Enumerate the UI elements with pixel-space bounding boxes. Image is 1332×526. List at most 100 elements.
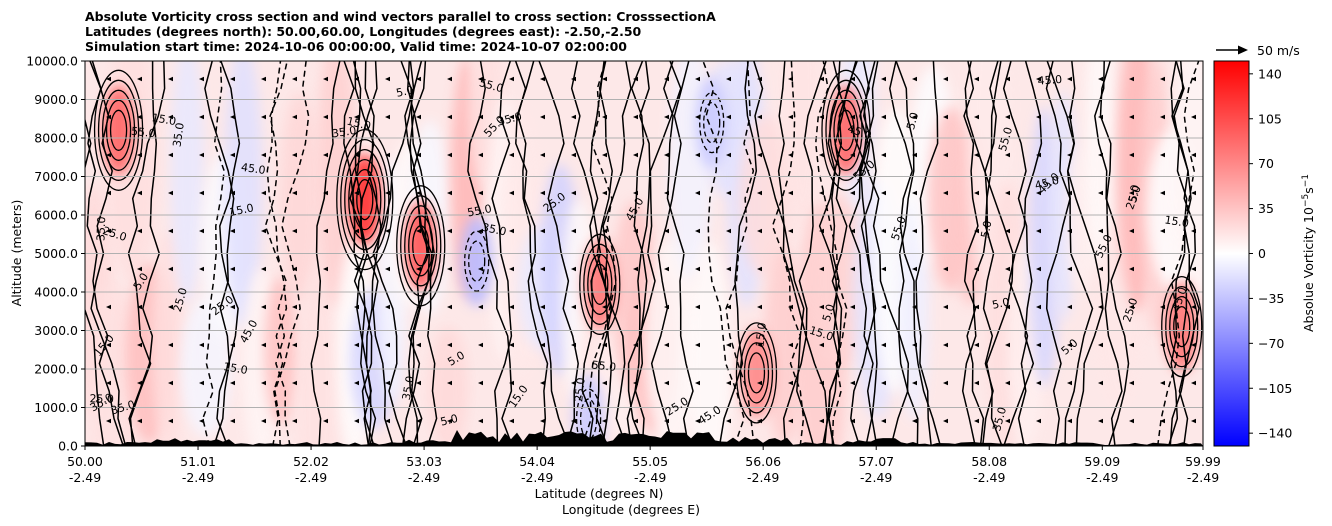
wind-vector [695, 190, 700, 196]
x-axis-label-longitude: Longitude (degrees E) [562, 502, 700, 517]
contour-ring [408, 215, 434, 277]
title-line-1: Absolute Vorticity cross section and win… [85, 9, 716, 24]
x-tick-label-lon: -2.49 [182, 470, 214, 485]
contour-ring [1165, 285, 1199, 368]
contour-label: 35.0 [481, 221, 508, 239]
wind-vector [540, 114, 545, 120]
contour-ring [837, 109, 855, 151]
wind-vector [695, 152, 700, 158]
wind-vector [1160, 152, 1165, 158]
contour-label: 55.0 [996, 126, 1015, 153]
wind-vector [602, 114, 607, 120]
wind-vector [478, 418, 483, 424]
wind-vector [602, 342, 607, 348]
wind-vector [1067, 266, 1072, 272]
wind-vector [1191, 190, 1196, 196]
wind-vector [323, 266, 328, 272]
wind-vector [1098, 228, 1103, 234]
wind-vector [1005, 114, 1010, 120]
wind-vector [292, 76, 297, 82]
wind-vector [602, 418, 607, 424]
terrain-profile [85, 430, 1203, 446]
wind-vector [106, 114, 111, 120]
wind-vector [881, 380, 886, 386]
wind-vector [695, 380, 700, 386]
wind-vector [571, 266, 576, 272]
contour-ring [743, 342, 770, 404]
wind-vector [788, 418, 793, 424]
wind-vector [478, 76, 483, 82]
vorticity-patch [152, 230, 186, 446]
wind-vector [571, 76, 576, 82]
wind-vector [881, 342, 886, 348]
vorticity-patch [1084, 61, 1117, 268]
wind-vector [416, 76, 421, 82]
contour-label: 15.0 [228, 201, 255, 219]
x-tick-label-lon: -2.49 [69, 470, 101, 485]
wind-vector [1067, 114, 1072, 120]
wind-vector [1005, 418, 1010, 424]
wind-vector [416, 266, 421, 272]
contour-ring [97, 79, 140, 181]
wind-vector [1067, 228, 1072, 234]
contour-ring [821, 69, 871, 191]
wind-vector [664, 190, 669, 196]
wind-vector [1129, 380, 1134, 386]
wind-vector [1129, 418, 1134, 424]
wind-vector [323, 152, 328, 158]
x-tick-label-lon: -2.49 [295, 470, 327, 485]
wind-vector [416, 114, 421, 120]
wind-vector [788, 114, 793, 120]
wind-vector [974, 418, 979, 424]
wind-vector [447, 380, 452, 386]
wind-vector [385, 114, 390, 120]
y-tick-label: 1000.0 [34, 400, 78, 415]
contour-ring [583, 243, 617, 325]
wind-vector [757, 76, 762, 82]
wind-vector [881, 266, 886, 272]
contour-ring [336, 128, 394, 271]
wind-vector [354, 380, 359, 386]
contour-label: 15.0 [753, 322, 768, 348]
wind-vector [106, 418, 111, 424]
wind-vector [757, 418, 762, 424]
x-axis-label-latitude: Latitude (degrees N) [535, 486, 664, 501]
x-tick-label-lat: 59.09 [1084, 454, 1120, 469]
wind-vector [168, 304, 173, 310]
wind-vector [354, 418, 359, 424]
x-tick-label-lat: 58.08 [971, 454, 1007, 469]
contour-label: 5.0 [904, 111, 921, 131]
wind-vector [1129, 76, 1134, 82]
wind-vector [974, 342, 979, 348]
wind-vector [912, 418, 917, 424]
wind-vector [137, 76, 142, 82]
contour-label: 25.0 [171, 286, 190, 313]
wind-vector [1036, 114, 1041, 120]
wind-vector [943, 152, 948, 158]
wind-vector [571, 418, 576, 424]
wind-vector [137, 190, 142, 196]
wind-vector [385, 152, 390, 158]
contour-line-negative [725, 61, 755, 446]
wind-vector [1160, 418, 1165, 424]
wind-vector [819, 114, 824, 120]
wind-vector [571, 228, 576, 234]
colorbar-tick-label: −35 [1258, 291, 1284, 306]
wind-vector [106, 380, 111, 386]
wind-vector [788, 380, 793, 386]
wind-vector [261, 418, 266, 424]
contour-label: 55.0 [591, 358, 617, 373]
wind-vector [1129, 152, 1134, 158]
wind-vector [881, 76, 886, 82]
contour-line-negative [581, 61, 617, 446]
contour-ring [1169, 295, 1195, 358]
x-tick-label-lat: 56.06 [745, 454, 781, 469]
wind-vector [602, 76, 607, 82]
wind-vector [261, 342, 266, 348]
wind-vector [230, 152, 235, 158]
colorbar-tick-label: 105 [1258, 111, 1282, 126]
wind-vector [230, 342, 235, 348]
wind-vector [695, 266, 700, 272]
wind-vector [633, 342, 638, 348]
wind-vector [447, 342, 452, 348]
